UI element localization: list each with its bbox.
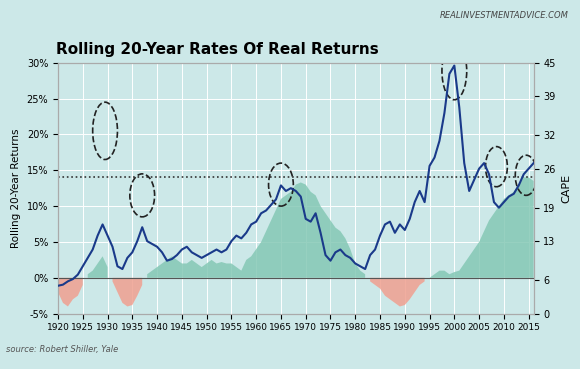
Text: REALINVESTMENTADVICE.COM: REALINVESTMENTADVICE.COM	[440, 11, 568, 20]
Text: Rolling 20-Year Rates Of Real Returns: Rolling 20-Year Rates Of Real Returns	[56, 42, 378, 58]
Y-axis label: CAPE: CAPE	[561, 174, 571, 203]
Y-axis label: Rolling 20-Year Returns: Rolling 20-Year Returns	[11, 128, 21, 248]
Text: source: Robert Shiller, Yale: source: Robert Shiller, Yale	[6, 345, 118, 354]
